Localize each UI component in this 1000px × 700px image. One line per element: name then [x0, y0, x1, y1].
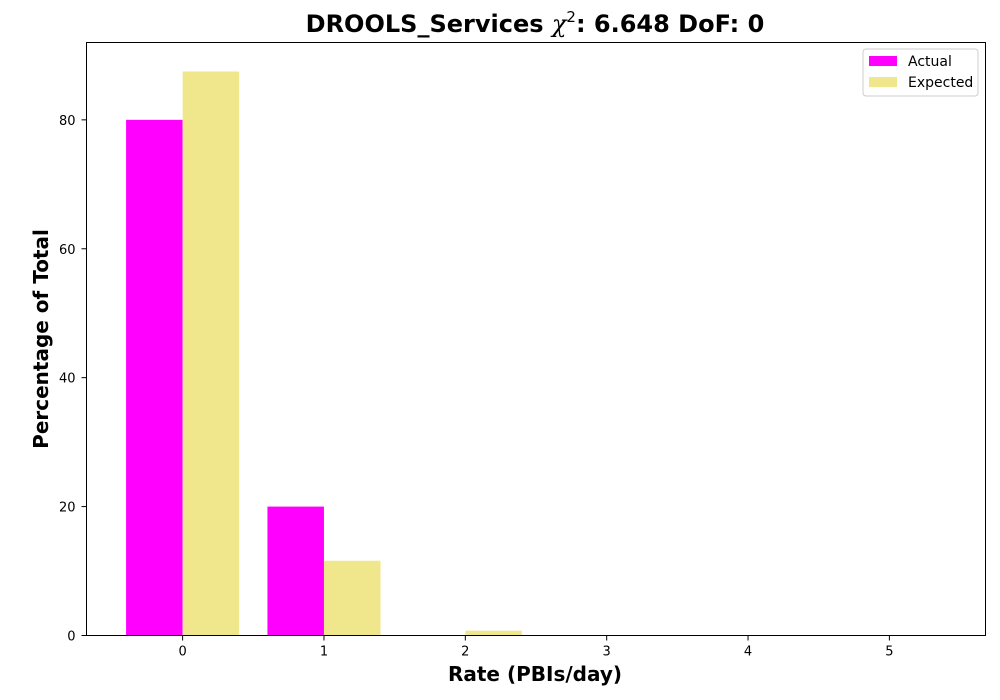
- legend-swatch-actual: [869, 56, 897, 66]
- y-ticks: 0 20 40 60 80: [59, 114, 87, 645]
- bar-actual-1: [267, 506, 324, 636]
- plot-frame: [86, 42, 986, 636]
- bar-expected-2: [465, 630, 522, 636]
- y-tick-label: 80: [59, 114, 76, 129]
- y-axis-title: Percentage of Total: [29, 229, 53, 449]
- legend-label-actual: Actual: [908, 54, 952, 70]
- x-tick-label: 4: [744, 645, 752, 660]
- x-tick-label: 3: [603, 645, 611, 660]
- bar-expected-1: [323, 560, 381, 636]
- bar-actual-0: [126, 119, 183, 636]
- x-ticks: 0 1 2 3 4 5: [178, 635, 894, 660]
- x-tick-label: 0: [178, 645, 186, 660]
- y-tick-label: 0: [67, 630, 75, 645]
- y-tick-label: 20: [59, 501, 76, 516]
- y-tick-label: 60: [59, 243, 76, 258]
- x-tick-label: 5: [885, 645, 893, 660]
- bar-expected-0: [182, 71, 240, 636]
- legend-label-expected: Expected: [908, 75, 973, 91]
- legend-swatch-expected: [869, 77, 897, 87]
- x-tick-label: 2: [461, 645, 469, 660]
- chart-title: DROOLS_Services χ2: 6.648 DoF: 0: [306, 8, 765, 38]
- y-tick-label: 40: [59, 372, 76, 387]
- bars-group: [126, 71, 522, 636]
- legend: Actual Expected: [862, 48, 979, 97]
- x-tick-label: 1: [320, 645, 328, 660]
- x-axis-title: Rate (PBIs/day): [448, 662, 622, 686]
